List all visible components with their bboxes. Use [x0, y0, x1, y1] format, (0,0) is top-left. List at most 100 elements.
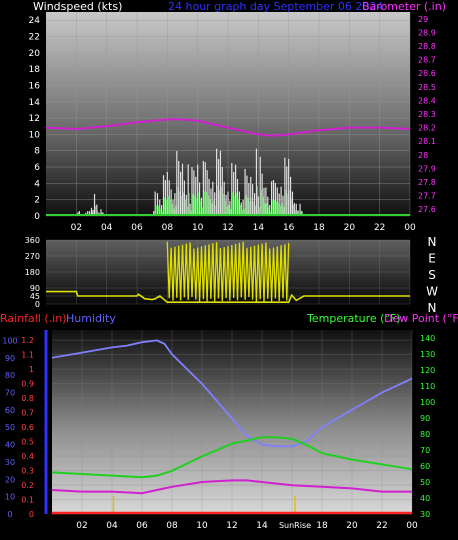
- temperature-line: [51, 436, 413, 479]
- humidity-tick-label: 100: [2, 336, 17, 345]
- direction-tick-label: 0: [35, 300, 40, 309]
- barometer-tick-label: 28.9: [418, 28, 436, 37]
- x-tick-label: 00: [406, 521, 418, 531]
- x-tick-label: 14: [253, 223, 265, 233]
- humidity-tick-label: 10: [5, 493, 15, 502]
- wind-tick-label: 18: [29, 65, 41, 75]
- temperature-tick-label: 100: [420, 398, 435, 407]
- barometer-tick-label: 28.3: [418, 110, 436, 119]
- temperature-label: Temperature (°F): [307, 312, 401, 325]
- wind-tick-label: 0: [34, 212, 40, 222]
- compass-label: S: [428, 268, 436, 282]
- x-tick-label: 10: [192, 223, 204, 233]
- barometer-tick-label: 29: [418, 15, 428, 24]
- x-tick-label: 20: [344, 223, 356, 233]
- barometer-tick-label: 28.4: [418, 96, 436, 105]
- barometer-tick-label: 28.7: [418, 56, 436, 65]
- x-tick-label: 02: [76, 521, 87, 531]
- humidity-tick-label: 40: [5, 441, 15, 450]
- barometer-tick-label: 28: [418, 151, 428, 160]
- barometer-tick-label: 27.9: [418, 164, 436, 173]
- compass-label: N: [428, 301, 437, 315]
- direction-oscillation: [166, 241, 290, 303]
- rain-tick-label: 0.3: [21, 467, 34, 476]
- rain-tick-label: 1.1: [21, 351, 34, 360]
- temperature-tick-label: 140: [420, 334, 435, 343]
- wind-tick-label: 6: [34, 163, 40, 173]
- wind-tick-label: 10: [29, 130, 41, 140]
- x-tick-label: 20: [346, 521, 358, 531]
- compass-label: N: [428, 235, 437, 249]
- dewpoint-line: [51, 479, 412, 495]
- graph-title: 24 hour graph day September 06 2024: [168, 0, 384, 13]
- temperature-tick-label: 90: [420, 414, 430, 423]
- rain-tick-label: 0.9: [21, 380, 34, 389]
- rain-tick-label: 0.2: [21, 481, 34, 490]
- x-tick-label: 04: [106, 521, 118, 531]
- rainfall-label: Rainfall (.in): [0, 312, 67, 325]
- humidity-tick-label: 70: [5, 388, 15, 397]
- barometer-tick-label: 28.8: [418, 42, 436, 51]
- temperature-tick-label: 130: [420, 350, 435, 359]
- rain-tick-label: 0.5: [21, 438, 34, 447]
- x-tick-label: 18: [316, 521, 328, 531]
- temperature-tick-label: 40: [420, 494, 430, 503]
- x-tick-label: 12: [226, 521, 237, 531]
- rain-tick-label: 0.8: [21, 394, 34, 403]
- x-tick-label: 06: [136, 521, 148, 531]
- dewpoint-label: Dew Point (°F): [384, 312, 458, 325]
- rain-tick-label: 0: [29, 510, 34, 519]
- x-tick-label: 14: [256, 521, 268, 531]
- wind-tick-label: 12: [29, 114, 40, 124]
- wind-tick-label: 2: [34, 196, 40, 206]
- x-tick-label: 22: [374, 223, 385, 233]
- rain-tick-label: 0.1: [21, 496, 34, 505]
- barometer-tick-label: 27.6: [418, 205, 436, 214]
- wind-tick-label: 24: [29, 16, 41, 26]
- wind-tick-label: 20: [29, 49, 41, 59]
- wind-tick-label: 8: [34, 147, 40, 157]
- humidity-tick-label: 30: [5, 458, 15, 467]
- direction-tick-label: 270: [25, 252, 40, 261]
- compass-label: W: [426, 285, 438, 299]
- compass-label: E: [428, 252, 436, 266]
- barometer-tick-label: 28.1: [418, 137, 436, 146]
- x-tick-label: 10: [196, 521, 208, 531]
- wind-tick-label: 14: [29, 98, 41, 108]
- humidity-tick-label: 0: [7, 510, 12, 519]
- x-tick-label: 22: [376, 521, 387, 531]
- temperature-tick-label: 80: [420, 430, 430, 439]
- x-tick-label: 08: [162, 223, 174, 233]
- temperature-tick-label: 120: [420, 366, 435, 375]
- humidity-label: Humidity: [66, 312, 116, 325]
- barometer-label: Barometer (.in): [362, 0, 446, 13]
- rain-tick-label: 1.2: [21, 336, 34, 345]
- temperature-tick-label: 70: [420, 446, 430, 455]
- direction-line: [46, 290, 410, 303]
- x-tick-label: 18: [313, 223, 325, 233]
- humidity-tick-label: 90: [5, 354, 15, 363]
- rain-tick-label: 0.6: [21, 423, 34, 432]
- wind-tick-label: 4: [34, 179, 40, 189]
- temperature-tick-label: 30: [420, 510, 430, 519]
- temperature-tick-label: 50: [420, 478, 430, 487]
- humidity-tick-label: 20: [5, 475, 15, 484]
- barometer-tick-label: 28.6: [418, 69, 436, 78]
- temperature-tick-label: 60: [420, 462, 430, 471]
- direction-tick-label: 45: [30, 292, 40, 301]
- humidity-tick-label: 50: [5, 423, 15, 432]
- barometer-tick-label: 28.2: [418, 124, 436, 133]
- humidity-line: [51, 339, 413, 448]
- barometer-tick-label: 28.5: [418, 83, 436, 92]
- x-tick-label: 08: [166, 521, 178, 531]
- x-tick-label: 02: [71, 223, 82, 233]
- rain-tick-label: 1: [29, 365, 34, 374]
- direction-tick-label: 90: [30, 284, 40, 293]
- wind-tick-label: 22: [29, 32, 40, 42]
- humidity-tick-label: 80: [5, 371, 15, 380]
- x-tick-label: 04: [101, 223, 113, 233]
- direction-tick-label: 360: [25, 236, 40, 245]
- temperature-tick-label: 110: [420, 382, 435, 391]
- x-tick-label: 06: [131, 223, 143, 233]
